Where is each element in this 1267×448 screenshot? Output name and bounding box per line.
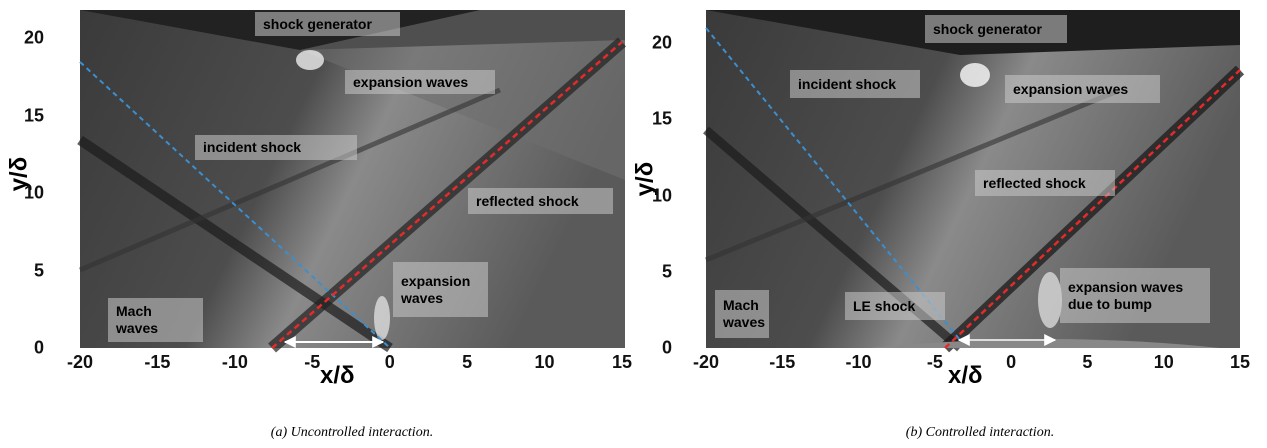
x-tick-label: -10 [221,352,248,372]
y-tick-label: 20 [23,27,44,48]
x-tick-label: -15 [144,352,171,372]
x-tick-label: -20 [66,352,94,372]
annotation: incident shock [790,70,920,98]
y-tick-label: 10 [651,185,672,205]
annotation: expansion waves due to bump [1060,268,1210,323]
x-tick-label: 0 [1006,352,1017,372]
annotation: expansion waves [1005,75,1160,103]
x-tick-label: -5 [926,352,943,372]
x-tick-label: 5 [1082,352,1093,372]
annotation: Mach waves [108,298,203,342]
y-tick-label: 10 [23,182,44,203]
y-tick-label: 5 [661,261,672,282]
annotation: LE shock [845,292,945,320]
x-tick-label: 15 [611,352,633,372]
x-axis-label: x/δ [948,362,983,389]
y-tick-label: 0 [33,337,44,358]
y-tick-label: 0 [661,337,672,358]
y-tick-label: 5 [33,260,44,280]
x-tick-label: -10 [845,352,872,372]
annotation: expansion waves [345,70,495,94]
annotation: reflected shock [975,170,1115,196]
caption: (b) Controlled interaction. [905,425,1055,440]
annotation: shock generator [925,15,1067,43]
annotation: reflected shock [468,188,613,214]
caption: (a) Uncontrolled interaction. [270,425,434,440]
x-tick-label: -20 [692,352,720,372]
x-tick-label: 10 [534,352,555,372]
panel-a-image [77,10,626,353]
x-tick-label: 10 [1153,352,1174,372]
annotation: expansion waves [393,262,488,317]
annotation: shock generator [255,12,400,36]
x-tick-label: -5 [304,352,321,372]
y-tick-label: 15 [23,105,44,125]
annotation: incident shock [195,135,357,160]
x-axis-label: x/δ [320,362,355,389]
y-tick-label: 15 [651,108,672,129]
x-tick-label: 15 [1229,352,1251,372]
annotation: Mach waves [715,290,769,338]
y-tick-label: 20 [651,32,672,53]
x-tick-label: 5 [462,352,473,372]
x-tick-label: 0 [384,352,395,372]
x-tick-label: -15 [769,352,796,372]
